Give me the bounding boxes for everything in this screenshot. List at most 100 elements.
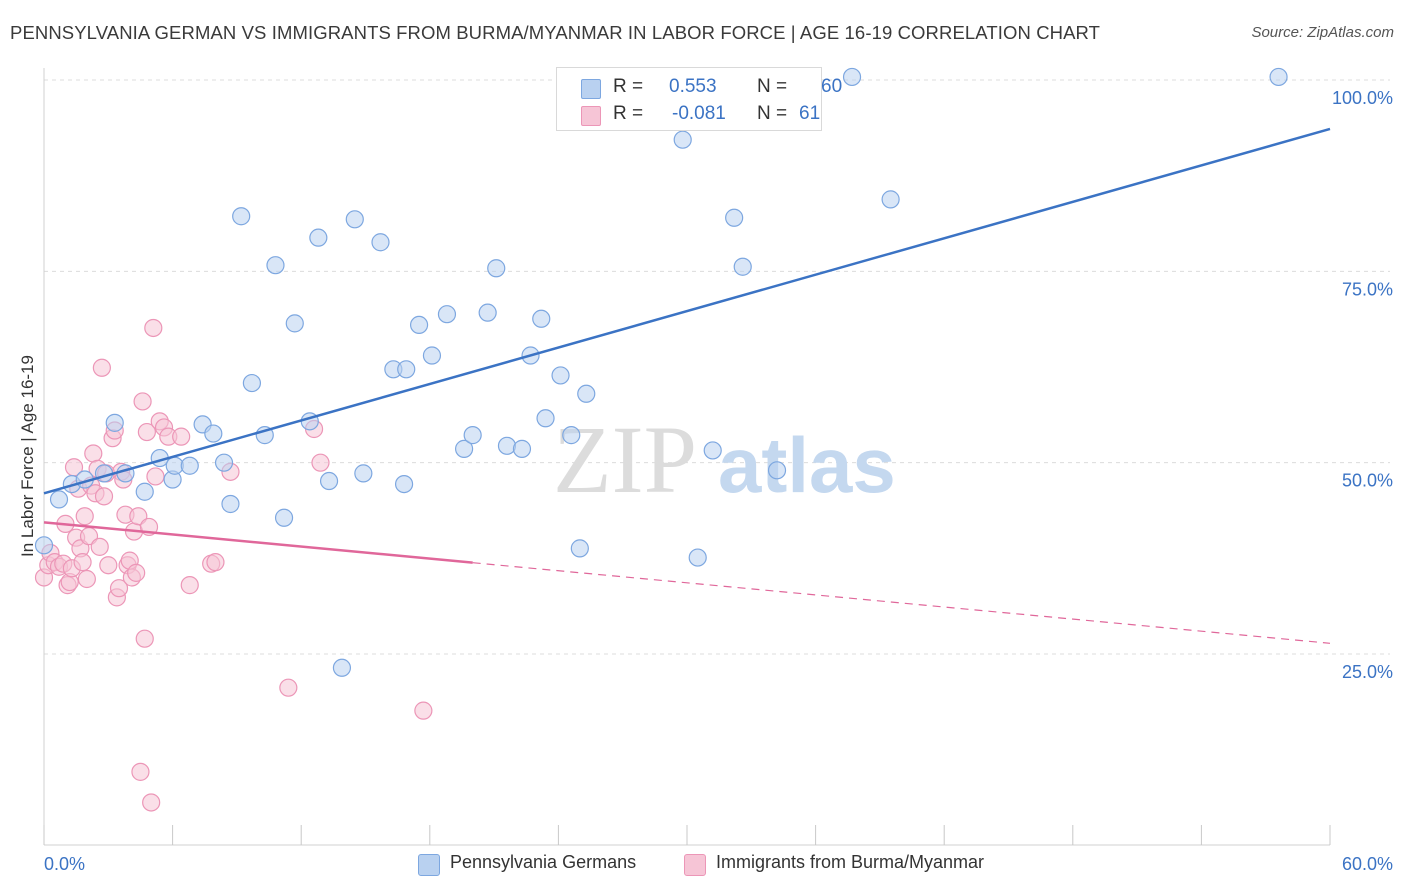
pink-data-point — [144, 318, 163, 338]
blue-data-point — [232, 207, 251, 226]
legend-swatch-pink — [581, 106, 601, 126]
blue-data-point — [332, 658, 352, 677]
chart-title: PENNSYLVANIA GERMAN VS IMMIGRANTS FROM B… — [10, 22, 1101, 43]
blue-series-points — [34, 67, 1288, 677]
pink-data-point — [99, 556, 118, 575]
pink-data-point — [94, 487, 114, 506]
y-tick-label: 25.0% — [1342, 662, 1393, 682]
pink-data-point — [137, 422, 156, 442]
pink-data-point — [84, 444, 103, 463]
blue-data-point — [49, 490, 69, 509]
stats-legend: R = 0.553 N = 60 R = -0.081 N = 61 — [556, 67, 842, 131]
blue-data-point — [1269, 67, 1288, 87]
blue-data-point — [397, 360, 416, 379]
pink-data-point — [414, 701, 433, 720]
blue-data-point — [577, 384, 596, 403]
tick-labels: 25.0% 50.0% 75.0% 100.0% 0.0% 60.0% — [44, 88, 1393, 874]
y-tick-label: 100.0% — [1332, 88, 1393, 108]
pink-data-point — [180, 576, 199, 595]
blue-data-point — [536, 409, 555, 428]
pink-data-point — [90, 537, 109, 556]
blue-data-point — [562, 426, 581, 445]
pink-data-point — [131, 762, 150, 781]
blue-data-point — [394, 474, 414, 494]
axes — [43, 68, 1331, 846]
blue-data-point — [733, 257, 752, 276]
blue-data-point — [703, 441, 722, 460]
blue-data-point — [319, 471, 339, 491]
pink-trend-line-solid — [43, 521, 473, 564]
grid-lines — [44, 79, 1390, 655]
pink-data-point — [129, 507, 148, 526]
blue-data-point — [437, 305, 457, 324]
trend-lines — [43, 127, 1331, 644]
legend-r-value: -0.081 — [672, 103, 726, 124]
blue-data-point — [371, 233, 390, 252]
bottom-legend-swatch-blue — [418, 854, 440, 876]
blue-data-point — [285, 314, 304, 333]
pink-data-point — [92, 358, 111, 377]
blue-data-point — [551, 366, 570, 385]
blue-data-point — [881, 190, 900, 209]
blue-data-point — [105, 413, 124, 432]
x-tick-label-max: 60.0% — [1342, 854, 1393, 874]
blue-data-point — [309, 228, 328, 247]
blue-data-point — [354, 464, 373, 483]
pink-series-points — [34, 318, 433, 812]
blue-data-point — [409, 315, 429, 335]
y-axis-label: In Labor Force | Age 16-19 — [18, 355, 37, 557]
blue-data-point — [345, 210, 364, 229]
blue-data-point — [266, 256, 285, 275]
source-label: Source: ZipAtlas.com — [1251, 24, 1394, 41]
bottom-legend-label-blue: Pennsylvania Germans — [450, 852, 637, 872]
pink-data-point — [135, 629, 154, 648]
legend-n-label: N = — [757, 76, 788, 97]
blue-trend-line — [43, 127, 1331, 495]
bottom-legend-label-pink: Immigrants from Burma/Myanmar — [716, 852, 985, 872]
legend-n-label: N = — [757, 103, 788, 124]
pink-data-point — [172, 427, 191, 446]
pink-trend-line-dashed — [472, 562, 1331, 644]
blue-data-point — [274, 508, 294, 527]
blue-data-point — [532, 309, 551, 328]
y-tick-label: 50.0% — [1342, 471, 1393, 491]
pink-data-point — [146, 467, 165, 486]
blue-data-point — [221, 494, 240, 514]
blue-data-point — [570, 539, 589, 558]
pink-data-point — [311, 453, 330, 472]
blue-data-point — [422, 346, 442, 365]
blue-data-point — [688, 548, 707, 567]
pink-data-point — [109, 579, 129, 598]
legend-r-label: R = — [613, 103, 644, 124]
blue-data-point — [242, 373, 262, 393]
blue-data-point — [725, 208, 744, 227]
pink-data-point — [142, 793, 161, 812]
legend-swatch-blue — [581, 79, 601, 99]
pink-data-point — [133, 392, 152, 411]
y-tick-label: 75.0% — [1342, 279, 1393, 299]
pink-data-point — [73, 553, 92, 572]
watermark-zip: ZIP — [553, 406, 697, 513]
blue-data-point — [478, 303, 497, 322]
legend-r-value: 0.553 — [669, 76, 717, 97]
blue-data-point — [463, 426, 482, 445]
watermark-atlas: atlas — [718, 421, 896, 509]
x-tick-label-min: 0.0% — [44, 854, 85, 874]
legend-r-label: R = — [613, 76, 644, 97]
pink-data-point — [206, 553, 225, 572]
legend-n-value: 60 — [821, 76, 843, 97]
blue-data-point — [487, 259, 506, 278]
bottom-legend-swatch-pink — [684, 854, 706, 876]
blue-data-point — [204, 424, 223, 443]
blue-data-point — [135, 482, 154, 501]
blue-data-point — [512, 439, 532, 458]
pink-data-point — [127, 563, 146, 582]
pink-data-point — [75, 507, 94, 526]
blue-data-point — [497, 436, 517, 455]
blue-data-point — [842, 67, 862, 87]
blue-data-point — [673, 130, 692, 149]
blue-data-point — [767, 461, 787, 480]
pink-data-point — [279, 678, 298, 697]
blue-data-point — [454, 439, 474, 458]
